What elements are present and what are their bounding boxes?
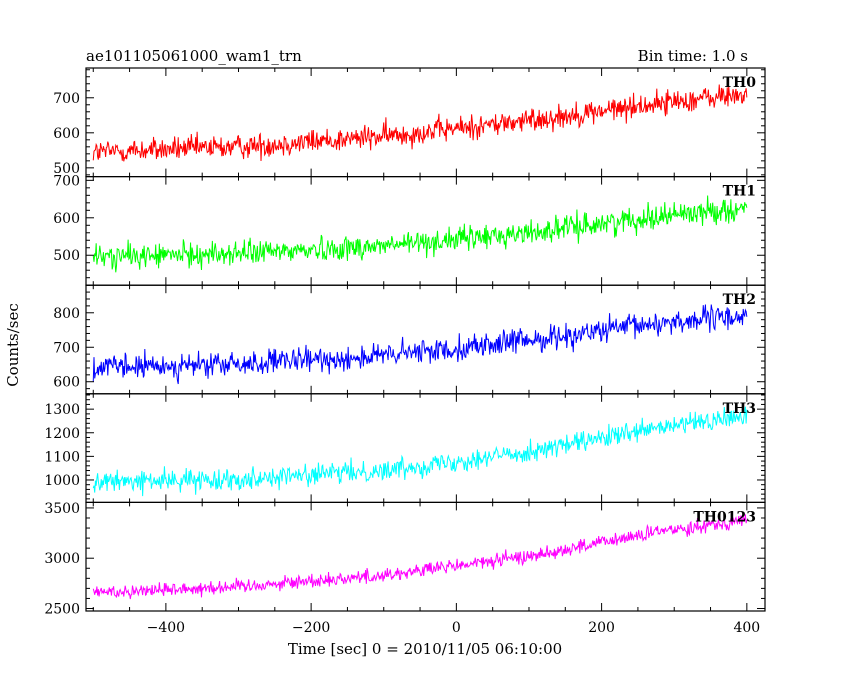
panels-group: 500 600 700 TH0 500 600 700 TH1 600 700 800 TH2 1000…: [44, 67, 766, 617]
y-axis-label: Counts/sec: [4, 303, 22, 387]
y-tick-label: 600: [53, 126, 80, 142]
series-line-th3: [92, 406, 748, 497]
panel-th1: 500 600 700 TH1: [53, 173, 766, 286]
panel-frame: [85, 501, 766, 612]
panel-name-th3: TH3: [723, 401, 756, 417]
panel-name-th0: TH0: [723, 75, 757, 91]
panel-frame: [85, 176, 766, 286]
series-line-th0: [92, 84, 748, 162]
y-tick-label: 2500: [44, 601, 80, 617]
panel-name-th1: TH1: [723, 184, 756, 200]
y-tick-label: 1100: [44, 449, 80, 465]
y-tick-label: 1300: [44, 402, 80, 418]
x-axis: −400 −200 0 200 400: [147, 620, 761, 636]
panel-frame: [85, 284, 766, 395]
panel-name-th0123: TH0123: [693, 509, 756, 525]
y-tick-label: 700: [53, 91, 80, 107]
panel-frame: [85, 393, 766, 503]
y-tick-label: 700: [53, 173, 80, 189]
x-tick-label: 0: [452, 620, 461, 636]
x-tick-label: −400: [147, 620, 185, 636]
bin-time-label: Bin time: 1.0 s: [638, 47, 748, 65]
x-tick-label: −200: [292, 620, 330, 636]
series-line-th0123: [92, 514, 748, 600]
y-tick-label: 1200: [44, 426, 80, 442]
panel-frame: [85, 67, 766, 178]
y-tick-label: 3000: [44, 551, 80, 567]
y-tick-label: 3500: [44, 501, 80, 517]
y-tick-label: 600: [53, 375, 80, 391]
y-tick-label: 1000: [44, 473, 80, 489]
y-tick-label: 700: [53, 340, 80, 356]
y-tick-label: 500: [53, 161, 80, 177]
y-tick-label: 500: [53, 248, 80, 264]
panel-name-th2: TH2: [723, 292, 756, 308]
panel-th2: 600 700 800 TH2: [53, 284, 766, 395]
panel-th0: 500 600 700 TH0: [53, 67, 766, 178]
x-tick-label: 200: [588, 620, 615, 636]
y-tick-label: 800: [53, 306, 80, 322]
series-line-th2: [92, 304, 748, 385]
x-axis-label: Time [sec] 0 = 2010/11/05 06:10:00: [288, 640, 562, 658]
chart-title: ae101105061000_wam1_trn: [86, 47, 302, 65]
y-tick-label: 600: [53, 211, 80, 227]
x-tick-label: 400: [733, 620, 760, 636]
panel-th0123: 2500 3000 3500 TH0123: [44, 501, 766, 617]
series-line-th1: [92, 195, 748, 273]
panel-th3: 1000 1100 1200 1300 TH3: [44, 393, 766, 503]
